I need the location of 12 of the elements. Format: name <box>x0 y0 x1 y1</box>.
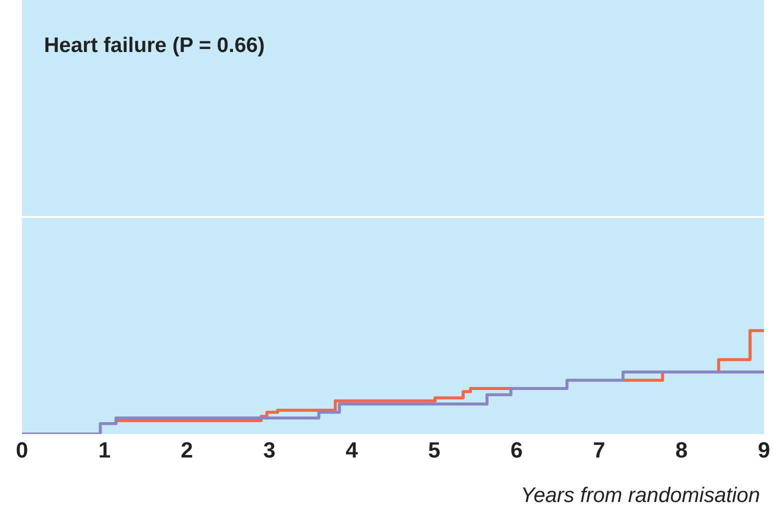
x-tick-label: 5 <box>428 438 440 463</box>
x-tick-label: 0 <box>16 438 28 463</box>
x-tick-label: 2 <box>180 438 194 463</box>
x-tick-label: 4 <box>346 438 359 463</box>
chart-title: Heart failure (P = 0.66) <box>44 34 265 58</box>
x-tick-label: 7 <box>592 438 606 463</box>
x-tick-label: 9 <box>758 438 770 463</box>
x-tick-label: 3 <box>263 438 276 463</box>
x-axis-title: Years from randomisation <box>520 484 760 506</box>
x-tick-label: 8 <box>675 438 688 463</box>
x-tick-label: 1 <box>98 438 111 463</box>
x-tick-label: 6 <box>510 438 523 463</box>
